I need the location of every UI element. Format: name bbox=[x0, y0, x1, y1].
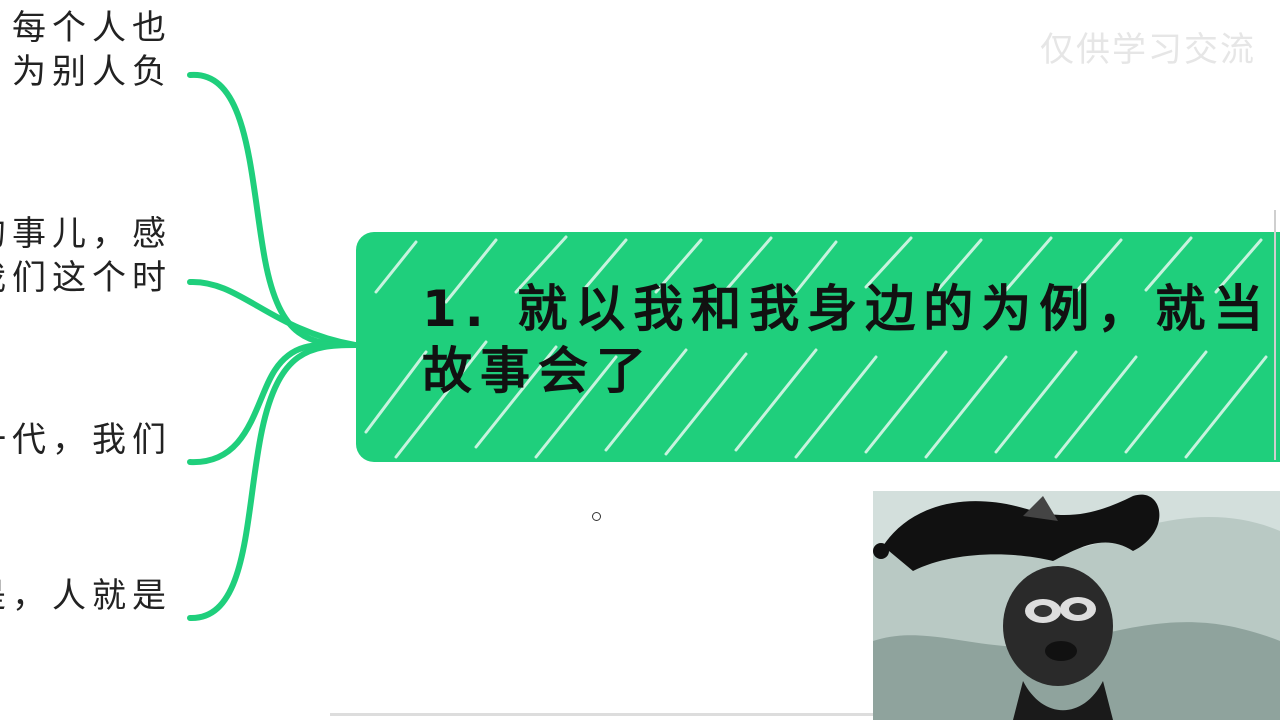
branch-2-line2: 我们这个时 bbox=[0, 258, 172, 298]
right-edge-divider bbox=[1274, 210, 1276, 460]
branch-1-line1: 每个人也 bbox=[12, 8, 172, 48]
central-node-text: 1. 就以我和我身边的为例，就当 故事会了 bbox=[422, 278, 1271, 402]
central-node-line1: 1. 就以我和我身边的为例，就当 bbox=[422, 280, 1272, 338]
photo-illustration bbox=[873, 491, 1280, 720]
central-node-line2: 故事会了 bbox=[422, 342, 654, 400]
bottom-divider bbox=[330, 713, 873, 716]
connector-branch-1 bbox=[187, 71, 358, 348]
branch-3-text: 一代，我们 bbox=[0, 418, 172, 462]
branch-3-line1: 一代，我们 bbox=[0, 420, 172, 460]
branch-4-text: 是，人就是 bbox=[0, 574, 172, 618]
cursor-indicator bbox=[592, 512, 601, 521]
connector-branch-3 bbox=[187, 341, 358, 466]
branch-1-text: 每个人也 为别人负 bbox=[12, 6, 172, 94]
branch-4-line1: 是，人就是 bbox=[0, 576, 172, 616]
connector-branch-2 bbox=[187, 278, 358, 348]
watermark: 仅供学习交流 bbox=[1040, 30, 1256, 70]
branch-2-line1: 的事儿，感 bbox=[0, 214, 172, 254]
branch-2-text: 的事儿，感 我们这个时 bbox=[0, 212, 172, 300]
jester-hat-dog-image bbox=[873, 491, 1280, 720]
central-node[interactable]: 1. 就以我和我身边的为例，就当 故事会了 bbox=[356, 232, 1280, 462]
hatch-pattern bbox=[364, 235, 1268, 459]
branch-1-line2: 为别人负 bbox=[12, 52, 172, 92]
connector-branch-4 bbox=[187, 342, 358, 622]
